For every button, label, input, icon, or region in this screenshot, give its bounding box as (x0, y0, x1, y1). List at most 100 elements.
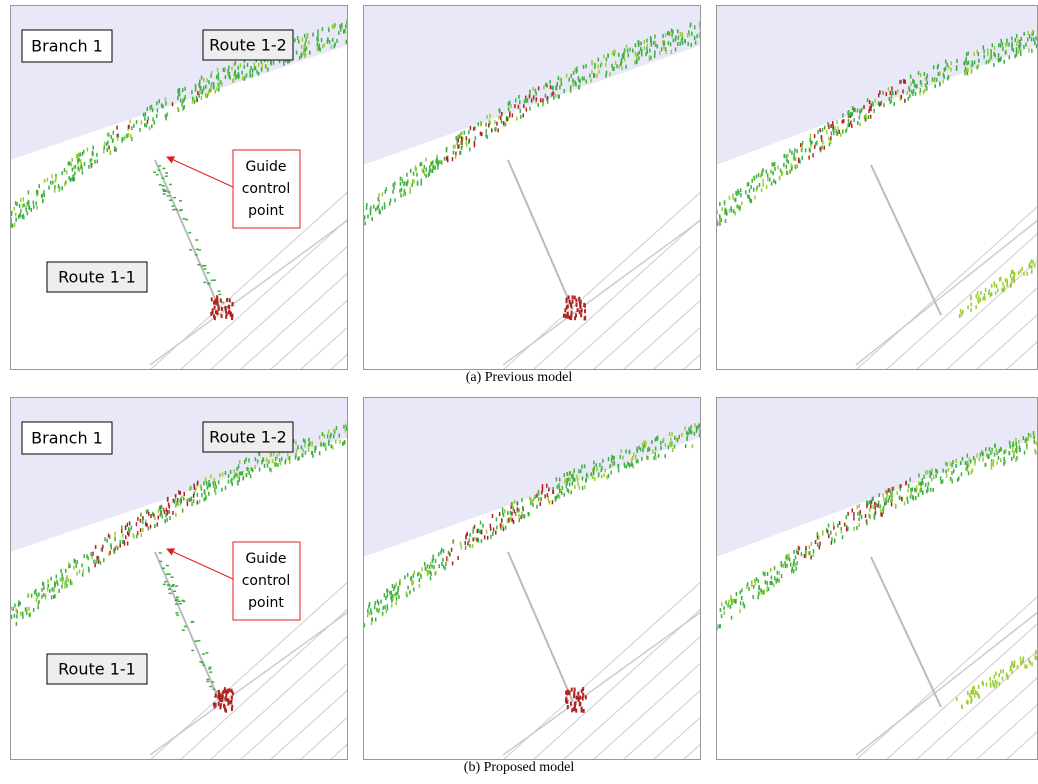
point-cloud (301, 445, 303, 449)
point-cloud (771, 581, 773, 585)
point-cloud (739, 609, 741, 613)
point-cloud (317, 47, 319, 51)
point-cloud (581, 707, 583, 711)
point-cloud (690, 425, 692, 429)
point-cloud (596, 467, 598, 471)
point-cloud (643, 440, 645, 444)
point-cloud (655, 447, 657, 451)
point-cloud (675, 35, 677, 39)
point-cloud (835, 532, 837, 536)
point-cloud (339, 434, 341, 438)
point-cloud (551, 93, 553, 97)
point-cloud (640, 42, 642, 46)
point-cloud (238, 464, 240, 468)
point-cloud (395, 592, 397, 596)
point-cloud (175, 498, 177, 502)
point-cloud (998, 673, 1000, 677)
point-cloud (864, 115, 866, 119)
point-cloud (250, 66, 252, 70)
point-cloud (615, 61, 617, 65)
point-cloud (609, 72, 611, 76)
point-cloud (328, 28, 330, 32)
point-cloud (574, 316, 576, 320)
point-cloud (302, 449, 304, 453)
point-cloud (535, 89, 537, 93)
point-cloud (429, 169, 431, 173)
point-cloud (503, 121, 505, 125)
point-cloud (748, 182, 749, 186)
panel-content (363, 5, 743, 390)
point-cloud (586, 473, 588, 477)
point-cloud (925, 77, 927, 81)
point-cloud (801, 145, 803, 149)
point-cloud (777, 571, 779, 575)
point-cloud (119, 543, 121, 547)
point-cloud (773, 583, 775, 587)
point-cloud (934, 84, 936, 88)
route-label: Route 1-2 (209, 36, 287, 55)
point-cloud (1005, 278, 1007, 282)
point-cloud (907, 500, 909, 504)
point-cloud (221, 698, 223, 702)
point-cloud (970, 460, 972, 464)
point-cloud (308, 438, 310, 442)
point-cloud (853, 512, 855, 516)
point-cloud (475, 136, 477, 140)
point-cloud (1019, 40, 1021, 44)
point-cloud (232, 314, 234, 318)
point-cloud (179, 88, 181, 92)
point-cloud (618, 468, 620, 472)
point-cloud (306, 46, 308, 50)
panel-content (10, 5, 390, 390)
point-cloud (229, 298, 231, 302)
point-cloud (203, 86, 205, 90)
point-cloud (971, 69, 973, 73)
point-cloud (179, 603, 182, 605)
point-cloud (996, 681, 998, 685)
point-cloud (509, 101, 511, 105)
point-cloud (598, 472, 600, 476)
point-cloud (566, 299, 568, 303)
point-cloud (813, 549, 815, 553)
point-cloud (199, 499, 201, 503)
point-cloud (206, 78, 208, 82)
point-cloud (620, 455, 622, 459)
point-cloud (691, 32, 693, 36)
point-cloud (492, 514, 494, 518)
point-cloud (797, 551, 799, 555)
point-cloud (940, 480, 942, 484)
point-cloud (762, 168, 764, 172)
point-cloud (195, 488, 197, 492)
point-cloud (902, 89, 904, 93)
point-cloud (1016, 53, 1018, 57)
point-cloud (964, 72, 966, 76)
point-cloud (517, 507, 519, 511)
point-cloud (86, 554, 88, 558)
point-cloud (920, 482, 922, 486)
point-cloud (1035, 650, 1037, 654)
point-cloud (1002, 677, 1004, 681)
point-cloud (412, 179, 414, 183)
point-cloud (227, 69, 229, 73)
point-cloud (1019, 46, 1021, 50)
point-cloud (545, 83, 547, 87)
point-cloud (777, 165, 779, 169)
point-cloud (224, 689, 226, 693)
point-cloud (495, 531, 497, 535)
point-cloud (789, 170, 791, 174)
point-cloud (921, 488, 923, 492)
point-cloud (341, 23, 343, 27)
point-cloud (73, 166, 75, 170)
point-cloud (299, 56, 301, 60)
point-cloud (1011, 457, 1013, 461)
point-cloud (162, 168, 165, 170)
point-cloud (593, 466, 595, 470)
point-cloud (203, 282, 206, 284)
point-cloud (332, 446, 334, 450)
point-cloud (15, 213, 17, 217)
point-cloud (229, 72, 231, 76)
point-cloud (235, 76, 237, 80)
point-cloud (585, 695, 587, 699)
point-cloud (164, 519, 166, 523)
point-cloud (629, 48, 631, 52)
